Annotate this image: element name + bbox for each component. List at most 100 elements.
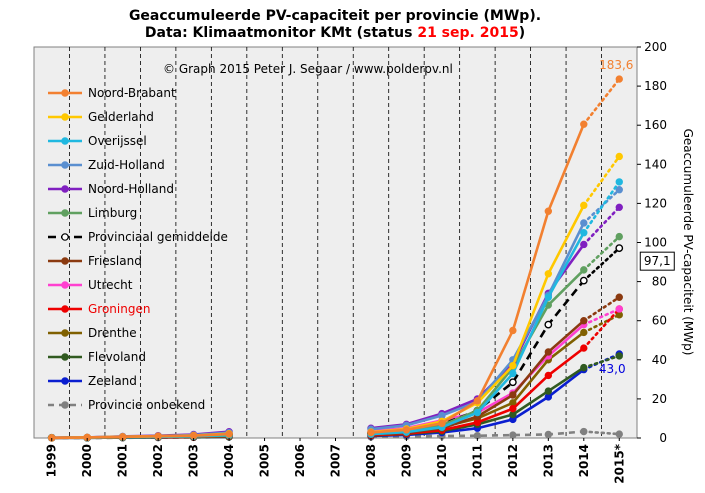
- data-point: [509, 391, 517, 399]
- legend-label: Groningen: [88, 302, 150, 316]
- legend-item: Utrecht: [48, 278, 133, 292]
- data-point: [544, 387, 553, 395]
- legend-label: Drenthe: [88, 326, 137, 340]
- data-point: [509, 431, 517, 439]
- series-projection: [582, 206, 621, 246]
- legend-item: Friesland: [48, 254, 142, 268]
- data-point: [544, 371, 553, 380]
- legend-label: Zuid-Holland: [88, 158, 165, 172]
- data-point: [544, 293, 553, 301]
- data-point: [509, 404, 517, 413]
- y-axis: 0 20 40 60 80 100 120 140 160 180 200: [637, 40, 667, 445]
- data-point: [615, 305, 623, 313]
- x-tick-label: 2007: [329, 444, 343, 477]
- data-point: [615, 75, 623, 83]
- legend-marker: [61, 281, 69, 289]
- series-projection: [582, 295, 621, 323]
- data-point: [580, 328, 588, 337]
- legend-marker: [61, 233, 69, 241]
- data-point: [580, 219, 588, 227]
- x-tick-label: 2011: [470, 444, 484, 477]
- data-point: [580, 427, 588, 436]
- data-point: [615, 244, 624, 253]
- series-projection: [582, 246, 621, 282]
- data-point: [544, 207, 553, 215]
- legend-label: Gelderland: [88, 110, 154, 124]
- chart-subtitle: Data: Klimaatmonitor KMt (status 21 sep.…: [0, 25, 670, 41]
- y-tick-label: 180: [644, 79, 667, 93]
- y-tick-label: 80: [652, 275, 667, 289]
- series-projection: [582, 313, 621, 334]
- series-projection: [582, 354, 621, 369]
- x-tick-label: 2000: [80, 444, 94, 477]
- data-point: [580, 120, 588, 128]
- legend-item: Overijssel: [48, 134, 147, 148]
- series-projection: [582, 307, 621, 350]
- data-point: [615, 178, 623, 186]
- x-tick-label: 2001: [116, 444, 130, 477]
- y-tick-label: 40: [652, 353, 667, 367]
- data-point: [508, 378, 517, 387]
- data-point: [580, 363, 588, 372]
- legend-marker: [61, 185, 69, 193]
- legend-item: Provincie onbekend: [48, 398, 205, 412]
- x-tick-label: 2014: [577, 444, 591, 477]
- x-tick-label: 2008: [364, 444, 378, 477]
- data-point: [473, 397, 482, 405]
- data-point: [48, 434, 56, 442]
- legend-marker: [61, 257, 69, 265]
- legend-label: Flevoland: [88, 350, 146, 364]
- y-tick-label: 140: [644, 157, 667, 171]
- legend-label: Noord-Brabant: [88, 86, 176, 100]
- data-point: [189, 431, 198, 440]
- x-tick-label: 2002: [151, 444, 165, 477]
- data-point: [580, 317, 588, 325]
- legend-label: Utrecht: [88, 278, 133, 292]
- y-tick-label: 200: [644, 40, 667, 54]
- legend-item: Drenthe: [48, 326, 137, 340]
- x-tick-label: 2004: [222, 444, 236, 477]
- data-point: [580, 201, 588, 210]
- data-point: [615, 430, 623, 438]
- x-axis: 1999 2000 2001 2002 2003 2004 2005 2006 2007 2008…: [45, 438, 626, 484]
- series-projection: [582, 235, 621, 272]
- series-projection: [582, 430, 621, 436]
- legend-label: Provincie onbekend: [88, 398, 205, 412]
- data-point: [473, 431, 482, 440]
- subtitle-prefix: Data: Klimaatmonitor KMt (status: [144, 25, 418, 41]
- legend-label: Limburg: [88, 206, 137, 220]
- y-tick-label: 120: [644, 196, 667, 210]
- data-point: [615, 186, 623, 194]
- data-point: [509, 326, 517, 335]
- legend-marker: [61, 329, 69, 337]
- y-tick-label: 100: [644, 236, 667, 250]
- x-tick-label: 2013: [541, 444, 555, 477]
- legend-marker: [61, 113, 69, 121]
- data-point: [473, 408, 482, 417]
- data-point: [615, 232, 623, 241]
- x-tick-label: 2015*: [612, 443, 626, 483]
- legend-marker: [61, 137, 69, 145]
- x-tick-label: 2003: [187, 444, 201, 477]
- series-noord-brabant: [48, 75, 623, 442]
- x-tick-label: 1999: [45, 444, 59, 477]
- legend-item: Flevoland: [48, 350, 146, 364]
- legend-item: Zeeland: [48, 374, 137, 388]
- data-point: [615, 152, 623, 161]
- data-point: [402, 426, 411, 434]
- chart-title: Geaccumuleerde PV-capaciteit per provinc…: [128, 8, 542, 24]
- legend-marker: [61, 305, 69, 313]
- data-point: [615, 293, 623, 301]
- data-point: [544, 348, 553, 356]
- series-layer: [47, 75, 624, 442]
- data-point: [615, 352, 623, 360]
- legend-label: Provinciaal gemiddelde: [88, 230, 228, 244]
- annotations: 183,6 97,1 43,0: [599, 58, 675, 376]
- legend-marker: [61, 161, 69, 169]
- legend-marker: [61, 209, 69, 217]
- legend-marker: [61, 377, 69, 385]
- annotation-label: 183,6: [599, 58, 633, 72]
- legend-marker: [61, 401, 69, 409]
